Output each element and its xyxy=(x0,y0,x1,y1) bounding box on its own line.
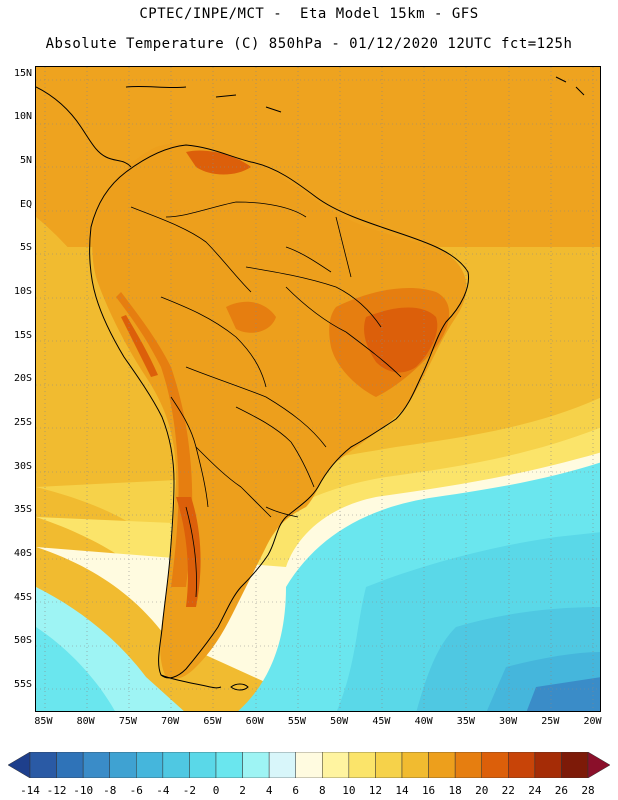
south-america-coast xyxy=(89,144,470,679)
lat-label-10n: 10N xyxy=(13,111,32,123)
temperature-map xyxy=(36,67,600,711)
colorbar-box xyxy=(109,752,137,778)
lat-label-30s: 30S xyxy=(13,460,32,472)
central-america-coast xyxy=(36,86,132,168)
lon-label-25w: 25W xyxy=(541,716,560,727)
lon-label-60w: 60W xyxy=(245,716,264,727)
lon-label-40w: 40W xyxy=(414,716,433,727)
hot-core-andes xyxy=(121,315,158,377)
colorbar-label: 20 xyxy=(475,784,489,797)
lon-label-85w: 85W xyxy=(34,716,53,727)
colorbar-label: 4 xyxy=(265,784,273,797)
colorbar-box xyxy=(534,752,562,778)
colorbar-box xyxy=(136,752,164,778)
lon-label-20w: 20W xyxy=(583,716,602,727)
colorbar-label: -2 xyxy=(182,784,197,797)
lat-label-20s: 20S xyxy=(13,373,32,385)
colorbar-label: 22 xyxy=(501,784,515,797)
colorbar-label: 0 xyxy=(212,784,220,797)
colorbar-box xyxy=(162,752,190,778)
lon-label-65w: 65W xyxy=(203,716,222,727)
colorbar-box xyxy=(375,752,403,778)
colorbar-label: 10 xyxy=(342,784,356,797)
lat-label-5n: 5N xyxy=(19,155,32,167)
colorbar-label: -6 xyxy=(129,784,143,797)
colorbar-box xyxy=(508,752,536,778)
colorbar-label: 8 xyxy=(318,784,326,797)
colorbar-label: -10 xyxy=(73,784,94,797)
lon-label-70w: 70W xyxy=(161,716,180,727)
colorbar-label: -12 xyxy=(46,784,67,797)
coastlines xyxy=(36,76,585,691)
colorbar-label: -8 xyxy=(103,784,117,797)
colorbar-box xyxy=(215,752,243,778)
map-panel xyxy=(35,66,601,712)
lat-label-55s: 55S xyxy=(13,678,32,690)
colorbar-label: 18 xyxy=(448,784,462,797)
tierra-del-fuego xyxy=(160,674,222,689)
falklands xyxy=(230,683,249,691)
colorbar-box xyxy=(481,752,509,778)
lat-label-25s: 25S xyxy=(13,416,32,428)
warm-core-andes xyxy=(116,292,193,587)
lat-label-15n: 15N xyxy=(13,67,32,79)
lat-label-40s: 40S xyxy=(13,547,32,559)
colorbar-label: 6 xyxy=(292,784,300,797)
colorbar-label: 24 xyxy=(528,784,542,797)
caribbean-islands xyxy=(125,76,585,113)
warm-core-north xyxy=(186,150,251,175)
colorbar-box xyxy=(322,752,350,778)
lon-label-35w: 35W xyxy=(456,716,475,727)
colorbar-box xyxy=(454,752,482,778)
hot-core-chaco xyxy=(226,301,276,333)
colorbar-box xyxy=(82,752,110,778)
colorbar-box xyxy=(401,752,429,778)
colorbar-label: 26 xyxy=(554,784,569,797)
colorbar-label: 12 xyxy=(368,784,383,797)
lat-label-50s: 50S xyxy=(13,635,32,647)
colorbar-legend xyxy=(8,752,610,778)
colorbar-label: 14 xyxy=(395,784,409,797)
colorbar-label: 16 xyxy=(421,784,436,797)
colorbar-box xyxy=(242,752,270,778)
colorbar-box xyxy=(348,752,376,778)
colorbar-label: 2 xyxy=(239,784,246,797)
lat-label-eq: EQ xyxy=(19,198,32,210)
chart-subtitle: Absolute Temperature (C) 850hPa - 01/12/… xyxy=(45,36,573,52)
lon-label-80w: 80W xyxy=(76,716,95,727)
lat-label-35s: 35S xyxy=(13,504,32,516)
hot-core-brazil xyxy=(364,307,438,373)
colorbar-box xyxy=(295,752,323,778)
colorbar-box xyxy=(561,752,589,778)
colorbar-arrow-high xyxy=(587,752,610,778)
colorbar-box xyxy=(428,752,456,778)
warm-patagonia xyxy=(176,497,201,607)
colorbar-box xyxy=(189,752,217,778)
field-pacific-cool xyxy=(36,217,150,547)
colorbar-box xyxy=(268,752,296,778)
lon-label-50w: 50W xyxy=(330,716,349,727)
lon-label-55w: 55W xyxy=(287,716,306,727)
chart-title: CPTEC/INPE/MCT - Eta Model 15km - GFS xyxy=(139,6,479,22)
colorbar-label: 28 xyxy=(581,784,595,797)
lat-label-15s: 15S xyxy=(13,329,32,341)
lon-label-45w: 45W xyxy=(372,716,391,727)
lon-label-30w: 30W xyxy=(499,716,518,727)
colorbar-label: -14 xyxy=(20,784,40,797)
field-pacific-cyan xyxy=(36,627,115,711)
field-blue-4 xyxy=(526,677,600,711)
lat-label-45s: 45S xyxy=(13,591,32,603)
colorbar-label: -4 xyxy=(156,784,170,797)
country-borders xyxy=(130,201,402,598)
colorbar-box xyxy=(56,752,84,778)
colorbar-box xyxy=(29,752,57,778)
lon-label-75w: 75W xyxy=(118,716,137,727)
lat-label-5s: 5S xyxy=(19,242,32,254)
lat-label-10s: 10S xyxy=(13,285,32,297)
colorbar-arrow-low xyxy=(8,752,31,778)
